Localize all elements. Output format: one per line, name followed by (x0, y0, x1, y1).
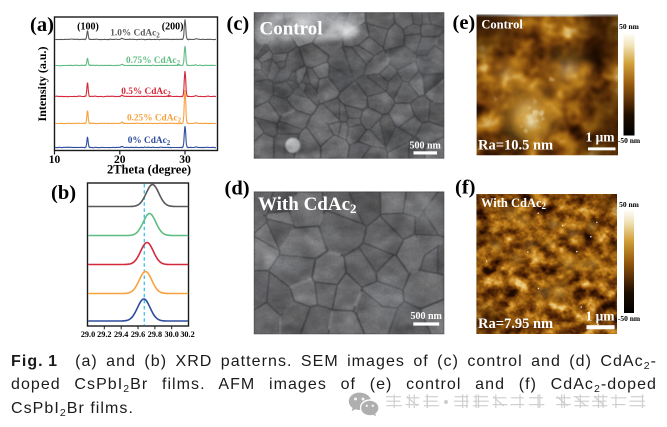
svg-text:(d): (d) (225, 178, 250, 200)
svg-text:(a): (a) (30, 14, 54, 36)
svg-text:Intensity (a.u.): Intensity (a.u.) (35, 46, 49, 121)
svg-text:With CdAc2: With CdAc2 (258, 194, 357, 216)
svg-text:-50 nm: -50 nm (618, 136, 641, 145)
svg-text:29.8: 29.8 (148, 330, 162, 339)
svg-text:(200): (200) (162, 22, 184, 33)
svg-text:Control: Control (481, 18, 523, 32)
svg-text:2Theta (degree): 2Theta (degree) (107, 163, 191, 177)
svg-text:0% CdAc2: 0% CdAc2 (128, 136, 171, 147)
svg-text:29.2: 29.2 (97, 330, 111, 339)
svg-text:1 μm: 1 μm (585, 309, 615, 324)
svg-text:30: 30 (179, 154, 191, 166)
svg-text:10: 10 (49, 154, 61, 166)
svg-text:0.25% CdAc2: 0.25% CdAc2 (127, 114, 182, 125)
svg-text:29.0: 29.0 (81, 330, 95, 339)
svg-text:(f): (f) (455, 177, 475, 199)
svg-text:500 nm: 500 nm (410, 311, 442, 322)
svg-text:0.5% CdAc2: 0.5% CdAc2 (121, 87, 171, 98)
svg-text:500 nm: 500 nm (409, 141, 441, 152)
svg-text:(c): (c) (227, 13, 250, 35)
svg-text:1 μm: 1 μm (585, 130, 615, 145)
svg-text:(e): (e) (453, 12, 476, 34)
svg-text:29.4: 29.4 (114, 330, 128, 339)
svg-text:(b): (b) (51, 182, 76, 204)
svg-text:50 nm: 50 nm (619, 22, 640, 31)
svg-text:Ra=10.5 nm: Ra=10.5 nm (478, 138, 553, 154)
svg-text:50 nm: 50 nm (619, 200, 640, 209)
svg-text:0.75% CdAc2: 0.75% CdAc2 (126, 56, 181, 67)
svg-text:1.0% CdAc2: 1.0% CdAc2 (110, 29, 160, 40)
svg-text:30.2: 30.2 (180, 330, 194, 339)
svg-text:30.0: 30.0 (165, 330, 179, 339)
svg-text:With CdAc2: With CdAc2 (481, 196, 547, 211)
svg-text:29.6: 29.6 (131, 330, 145, 339)
svg-text:20: 20 (114, 154, 126, 166)
svg-text:(100): (100) (77, 22, 99, 33)
svg-text:-50 nm: -50 nm (618, 314, 641, 323)
svg-text:Control: Control (260, 19, 323, 40)
svg-text:Ra=7.95 nm: Ra=7.95 nm (478, 316, 553, 332)
